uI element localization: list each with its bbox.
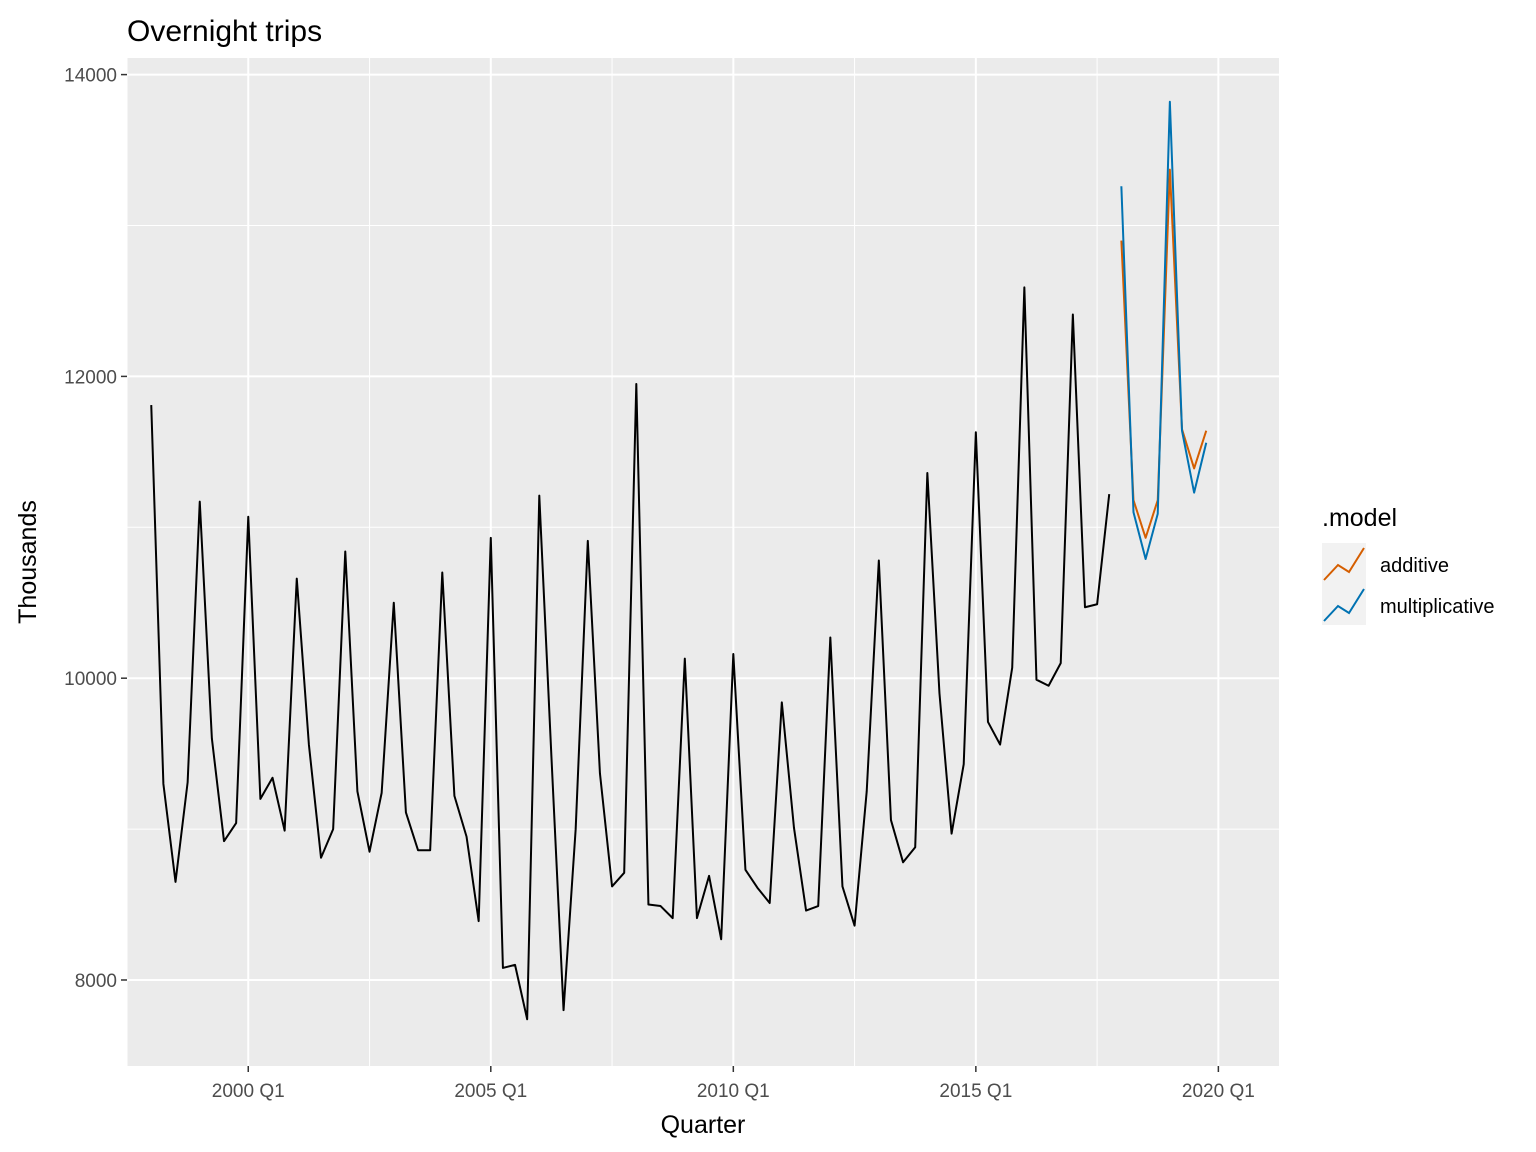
legend-label-additive: additive (1380, 555, 1449, 577)
legend-key-multiplicative (1322, 584, 1366, 625)
x-tick-label: 2020 Q1 (1182, 1081, 1255, 1102)
series-lines (150, 100, 1208, 1021)
legend-title: .model (1322, 504, 1397, 532)
x-tick-label: 2010 Q1 (697, 1081, 770, 1102)
y-tick-label: 10000 (64, 669, 117, 690)
x-tick-label: 2015 Q1 (939, 1081, 1012, 1102)
history-line (150, 286, 1111, 1021)
x-axis-title: Quarter (661, 1111, 746, 1139)
legend-key-additive (1322, 543, 1366, 584)
y-tick-label: 14000 (64, 66, 117, 87)
y-axis-title: Thousands (14, 500, 42, 624)
chart-title: Overnight trips (127, 15, 322, 48)
multiplicative-forecast-line (1120, 100, 1208, 560)
plot-panel (127, 58, 1279, 1066)
x-tick-label: 2000 Q1 (212, 1081, 285, 1102)
y-axis: 8000 10000 12000 14000 (64, 66, 127, 992)
y-tick-label: 12000 (64, 367, 117, 388)
x-axis: 2000 Q1 2005 Q1 2010 Q1 2015 Q1 2020 Q1 (212, 1066, 1255, 1102)
legend-label-multiplicative: multiplicative (1380, 596, 1494, 618)
legend-swatch-multiplicative (1323, 588, 1365, 622)
legend-swatch-additive (1323, 547, 1365, 581)
x-tick-label: 2005 Q1 (454, 1081, 527, 1102)
legend: .model additive multiplicative (1322, 504, 1494, 625)
minor-gridlines (126, 58, 1279, 1066)
y-tick-label: 8000 (75, 971, 117, 992)
